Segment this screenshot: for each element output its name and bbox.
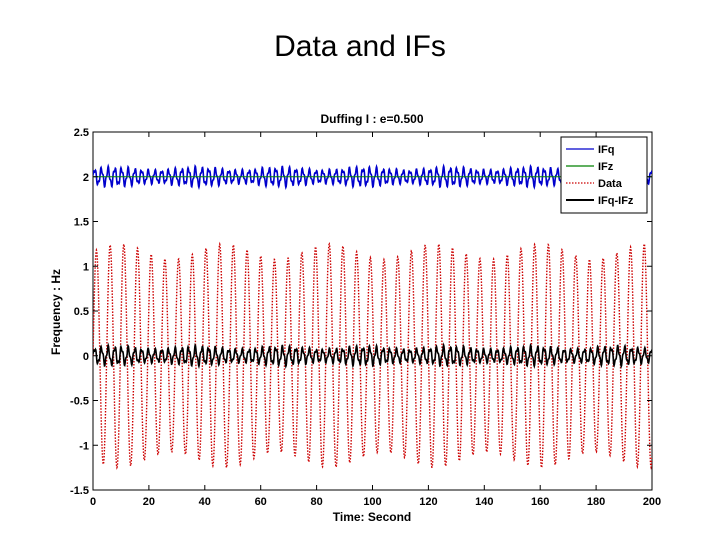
x-tick-label: 60: [255, 496, 267, 508]
y-tick-label: 0.5: [74, 306, 89, 318]
series-line-ifq-ifz: [93, 342, 652, 370]
x-tick-label: 120: [419, 496, 437, 508]
y-axis-label: Frequency : Hz: [49, 269, 63, 355]
x-tick-label: 0: [90, 496, 96, 508]
y-tick-label: 1: [83, 261, 89, 273]
y-tick-label: 2.5: [74, 127, 89, 139]
x-tick-label: 180: [587, 496, 605, 508]
x-axis-label: Time: Second: [333, 510, 411, 524]
y-tick-label: 1.5: [74, 217, 89, 229]
x-tick-label: 100: [363, 496, 381, 508]
y-tick-label: 0: [83, 351, 89, 363]
y-tick-label: 2: [83, 172, 89, 184]
x-tick-label: 20: [143, 496, 155, 508]
y-tick-label: -0.5: [70, 396, 89, 408]
x-tick-label: 160: [531, 496, 549, 508]
slide-title: Data and IFs: [274, 30, 446, 63]
series-line-data: [93, 241, 652, 471]
x-tick-label: 80: [310, 496, 322, 508]
x-tick-label: 40: [199, 496, 211, 508]
y-tick-label: -1.5: [70, 485, 89, 497]
legend-label: IFq-IFz: [598, 195, 634, 207]
series-line-ifq: [93, 163, 652, 191]
y-tick-label: -1: [79, 440, 89, 452]
legend-label: IFq: [598, 144, 615, 156]
x-tick-label: 140: [475, 496, 493, 508]
legend-label: Data: [598, 178, 623, 190]
x-tick-label: 200: [643, 496, 661, 508]
chart-title: Duffing I : e=0.500: [320, 112, 423, 126]
legend-label: IFz: [598, 161, 614, 173]
